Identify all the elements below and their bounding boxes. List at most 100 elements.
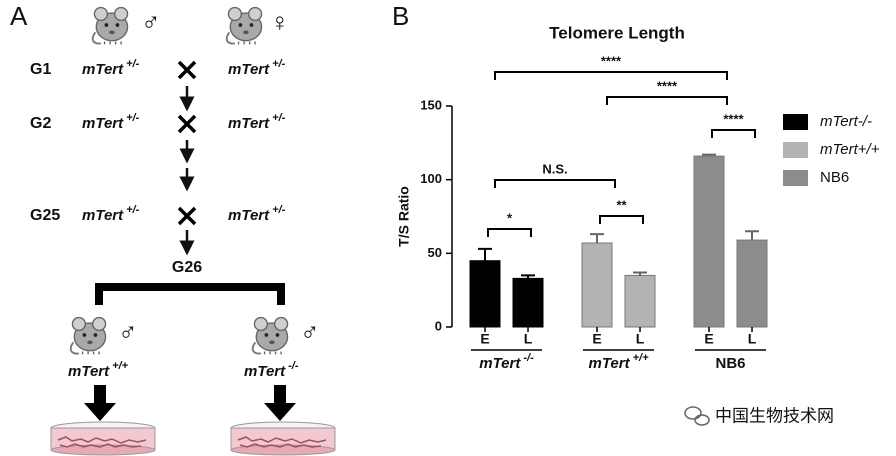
x-tick-label: E — [704, 331, 713, 347]
genotype-label: mTert -/- — [479, 352, 534, 372]
significance-label: **** — [723, 111, 744, 126]
panel-label: A — [10, 1, 28, 31]
cross — [177, 60, 197, 80]
genotype-superscript: +/- — [126, 204, 139, 216]
significance-bracket — [599, 215, 644, 224]
sex-symbol: ♂ — [118, 317, 138, 347]
generation-label: G25 — [30, 207, 60, 224]
significance-bracket — [487, 228, 532, 237]
big-arrow — [84, 385, 116, 421]
generation-label: G2 — [30, 115, 51, 132]
genotype-name: mTert — [588, 355, 630, 372]
panel-label: B — [392, 1, 409, 31]
sex-symbol: ♂ — [300, 317, 320, 347]
genotype-superscript: +/+ — [633, 352, 649, 364]
significance-label: **** — [601, 53, 622, 68]
mouse-icon — [251, 316, 289, 356]
petri-dish — [50, 421, 156, 456]
genotype-label: mTert +/- — [82, 204, 140, 224]
error-bar — [633, 271, 647, 276]
genotype-label: NB6 — [715, 355, 745, 372]
mouse-icon — [69, 316, 107, 356]
sex-symbol: ♀ — [270, 7, 290, 37]
significance-bracket — [711, 129, 756, 138]
genotype-superscript: +/- — [126, 58, 139, 70]
genotype-superscript: +/- — [272, 204, 285, 216]
chart-title: Telomere Length — [549, 23, 685, 42]
generation-label: G26 — [172, 259, 202, 276]
genotype-name: mTert — [228, 207, 270, 224]
genotype-label: mTert +/- — [228, 58, 286, 78]
genotype-name: mTert — [82, 115, 124, 132]
genotype-name: NB6 — [715, 355, 745, 372]
genotype-name: mTert — [228, 115, 270, 132]
genotype-name: mTert — [82, 207, 124, 224]
error-bar — [590, 233, 604, 244]
y-tick-label: 50 — [428, 245, 442, 260]
petri-dish — [230, 421, 336, 456]
y-tick-label: 150 — [420, 97, 442, 112]
genotype-label: mTert +/+ — [588, 352, 649, 372]
legend-swatch — [783, 114, 808, 130]
legend-label: mTert-/- — [820, 113, 872, 130]
error-bar — [702, 153, 716, 157]
genotype-label: mTert -/- — [244, 360, 299, 380]
genotype-name: mTert — [68, 363, 110, 380]
watermark: 中国生物技术网 — [715, 406, 834, 425]
genotype-label: mTert +/- — [228, 112, 286, 132]
genotype-label: mTert +/- — [82, 58, 140, 78]
legend-swatch — [783, 170, 808, 186]
significance-label: ** — [616, 197, 627, 212]
genotype-superscript: +/- — [272, 112, 285, 124]
genotype-name: mTert — [479, 355, 521, 372]
genotype-superscript: +/- — [126, 112, 139, 124]
legend-swatch — [783, 142, 808, 158]
sex-symbol: ♂ — [141, 7, 161, 37]
bar — [736, 239, 768, 328]
genotype-label: mTert +/+ — [68, 360, 129, 380]
big-arrow — [264, 385, 296, 421]
y-tick-label: 100 — [420, 171, 442, 186]
generation-label: G1 — [30, 61, 51, 78]
significance-bracket — [494, 179, 616, 188]
mouse-icon — [225, 6, 263, 46]
genotype-superscript: -/- — [288, 360, 299, 372]
panel-a: A ♂ ♀ — [10, 1, 336, 456]
legend-label: NB6 — [820, 169, 849, 186]
x-tick-label: E — [592, 331, 601, 347]
significance-bracket — [606, 96, 728, 105]
genotype-name: mTert — [244, 363, 286, 380]
genotype-name: mTert — [228, 61, 270, 78]
genotype-name: mTert — [82, 61, 124, 78]
split-bracket — [95, 283, 285, 305]
cross — [177, 206, 197, 226]
bar — [469, 260, 501, 328]
bar — [624, 274, 656, 328]
x-tick-label: L — [748, 331, 757, 347]
significance-label: N.S. — [542, 161, 567, 176]
significance-label: **** — [657, 78, 678, 93]
x-tick-label: L — [524, 331, 533, 347]
x-tick-label: L — [636, 331, 645, 347]
genotype-superscript: +/+ — [112, 360, 128, 372]
y-axis-label: T/S Ratio — [396, 186, 412, 247]
bar — [512, 277, 544, 328]
x-tick-label: E — [480, 331, 489, 347]
genotype-label: mTert +/- — [82, 112, 140, 132]
bar — [693, 155, 725, 328]
genotype-label: mTert +/- — [228, 204, 286, 224]
significance-bracket — [494, 71, 728, 80]
error-bar — [745, 230, 759, 241]
bar — [581, 242, 613, 328]
legend-label: mTert+/+ — [820, 141, 880, 158]
significance-label: * — [507, 210, 513, 225]
wechat-icon — [684, 406, 710, 426]
error-bar — [478, 247, 492, 261]
y-tick-label: 0 — [435, 318, 442, 333]
cross — [177, 114, 197, 134]
error-bar — [521, 274, 535, 279]
genotype-superscript: -/- — [523, 352, 534, 364]
genotype-superscript: +/- — [272, 58, 285, 70]
mouse-icon — [91, 6, 129, 46]
